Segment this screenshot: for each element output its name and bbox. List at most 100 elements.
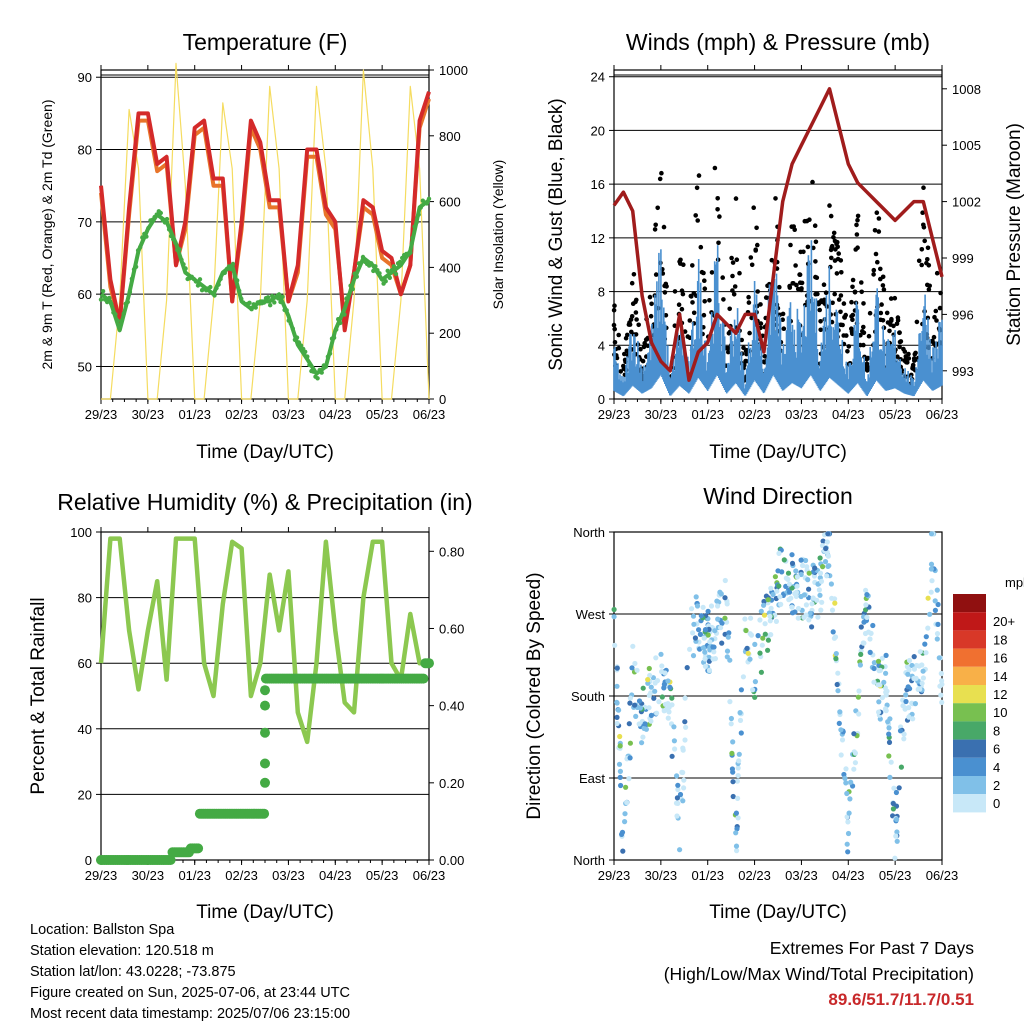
dewpoint-point: [197, 277, 203, 282]
direction-point: [928, 566, 935, 572]
direction-point: [752, 641, 758, 648]
direction-point: [622, 811, 628, 817]
x-tick-label: 01/23: [691, 868, 724, 883]
gust-point: [855, 213, 861, 219]
direction-point: [845, 830, 852, 837]
dewpoint-point: [270, 293, 275, 299]
chart-title: Relative Humidity (%) & Precipitation (i…: [57, 489, 472, 515]
gust-point: [652, 227, 658, 232]
dewpoint-point: [303, 349, 308, 354]
x-tick-label: 02/23: [738, 407, 771, 422]
gust-point: [937, 305, 943, 311]
direction-point: [745, 650, 751, 656]
gust-point: [897, 344, 902, 350]
legend-swatch: [953, 776, 986, 795]
direction-point: [669, 753, 675, 759]
direction-point: [818, 578, 825, 585]
direction-point: [860, 640, 866, 646]
gust-point: [715, 196, 720, 201]
chart-title: Temperature (F): [183, 29, 348, 55]
direction-point: [768, 585, 774, 591]
direction-point: [870, 622, 876, 629]
direction-point: [896, 785, 902, 791]
direction-point: [897, 728, 904, 734]
gust-point: [676, 302, 682, 308]
y2-tick-label: 999: [952, 251, 974, 266]
dewpoint-point: [327, 351, 333, 356]
direction-point: [858, 651, 864, 658]
direction-point: [842, 775, 848, 782]
dewpoint-point: [296, 340, 302, 345]
precip-point: [260, 700, 270, 711]
dewpoint-point: [105, 299, 110, 305]
direction-point: [637, 705, 644, 711]
x-tick-label: 03/23: [272, 407, 305, 422]
dewpoint-point: [418, 205, 423, 210]
dewpoint-point: [253, 305, 258, 310]
gust-point: [855, 217, 860, 223]
dewpoint-point: [107, 295, 112, 301]
direction-point: [750, 687, 756, 693]
gust-point: [662, 290, 668, 295]
dewpoint-point: [249, 307, 254, 312]
gust-point: [925, 245, 931, 251]
gust-point: [866, 333, 872, 339]
direction-point: [767, 618, 773, 624]
direction-point: [913, 675, 919, 681]
gust-point: [616, 345, 622, 351]
gust-point: [830, 300, 835, 306]
direction-point: [740, 674, 747, 680]
dewpoint-point: [232, 274, 238, 279]
dewpoint-point: [268, 303, 273, 308]
direction-point: [876, 709, 882, 715]
direction-point: [919, 662, 925, 668]
dewpoint-point: [331, 335, 337, 340]
x-tick-label: 03/23: [272, 868, 305, 883]
dewpoint-point: [121, 311, 126, 316]
direction-point: [653, 655, 659, 661]
gust-point: [903, 354, 909, 359]
direction-point: [928, 589, 934, 595]
direction-point: [906, 657, 913, 664]
direction-point: [711, 649, 717, 655]
gust-point: [831, 235, 836, 240]
direction-point: [614, 714, 620, 721]
gust-point: [731, 292, 737, 297]
direction-point: [852, 750, 859, 756]
gust-point: [892, 295, 898, 301]
gust-point: [818, 319, 823, 324]
direction-point: [758, 608, 764, 614]
gust-point: [854, 222, 859, 228]
x-tick-label: 06/23: [413, 868, 446, 883]
dewpoint-point: [193, 279, 199, 284]
direction-point: [694, 603, 701, 609]
precip-point: [424, 658, 434, 669]
direction-point: [733, 843, 740, 849]
direction-point: [848, 779, 854, 785]
legend-label: 6: [993, 742, 1000, 757]
direction-point: [809, 601, 815, 607]
dewpoint-point: [360, 254, 366, 260]
direction-point: [743, 627, 749, 634]
gust-point: [696, 173, 702, 178]
direction-point: [646, 665, 652, 672]
gust-point: [649, 301, 654, 307]
gust-point: [926, 263, 932, 268]
direction-point: [806, 617, 812, 623]
direction-point: [934, 631, 941, 637]
direction-point: [632, 702, 638, 708]
gust-point: [911, 366, 916, 372]
dewpoint-point: [247, 300, 252, 305]
direction-point: [682, 695, 688, 701]
direction-point: [691, 621, 697, 627]
direction-point: [708, 603, 715, 609]
gust-point: [797, 280, 803, 286]
dewpoint-point: [350, 286, 355, 292]
gust-point: [920, 210, 925, 215]
dewpoint-point: [323, 364, 329, 369]
gust-point: [867, 310, 873, 316]
gust-point: [743, 358, 748, 364]
direction-point: [928, 531, 935, 537]
gust-point: [679, 306, 685, 312]
dewpoint-point: [117, 327, 122, 332]
